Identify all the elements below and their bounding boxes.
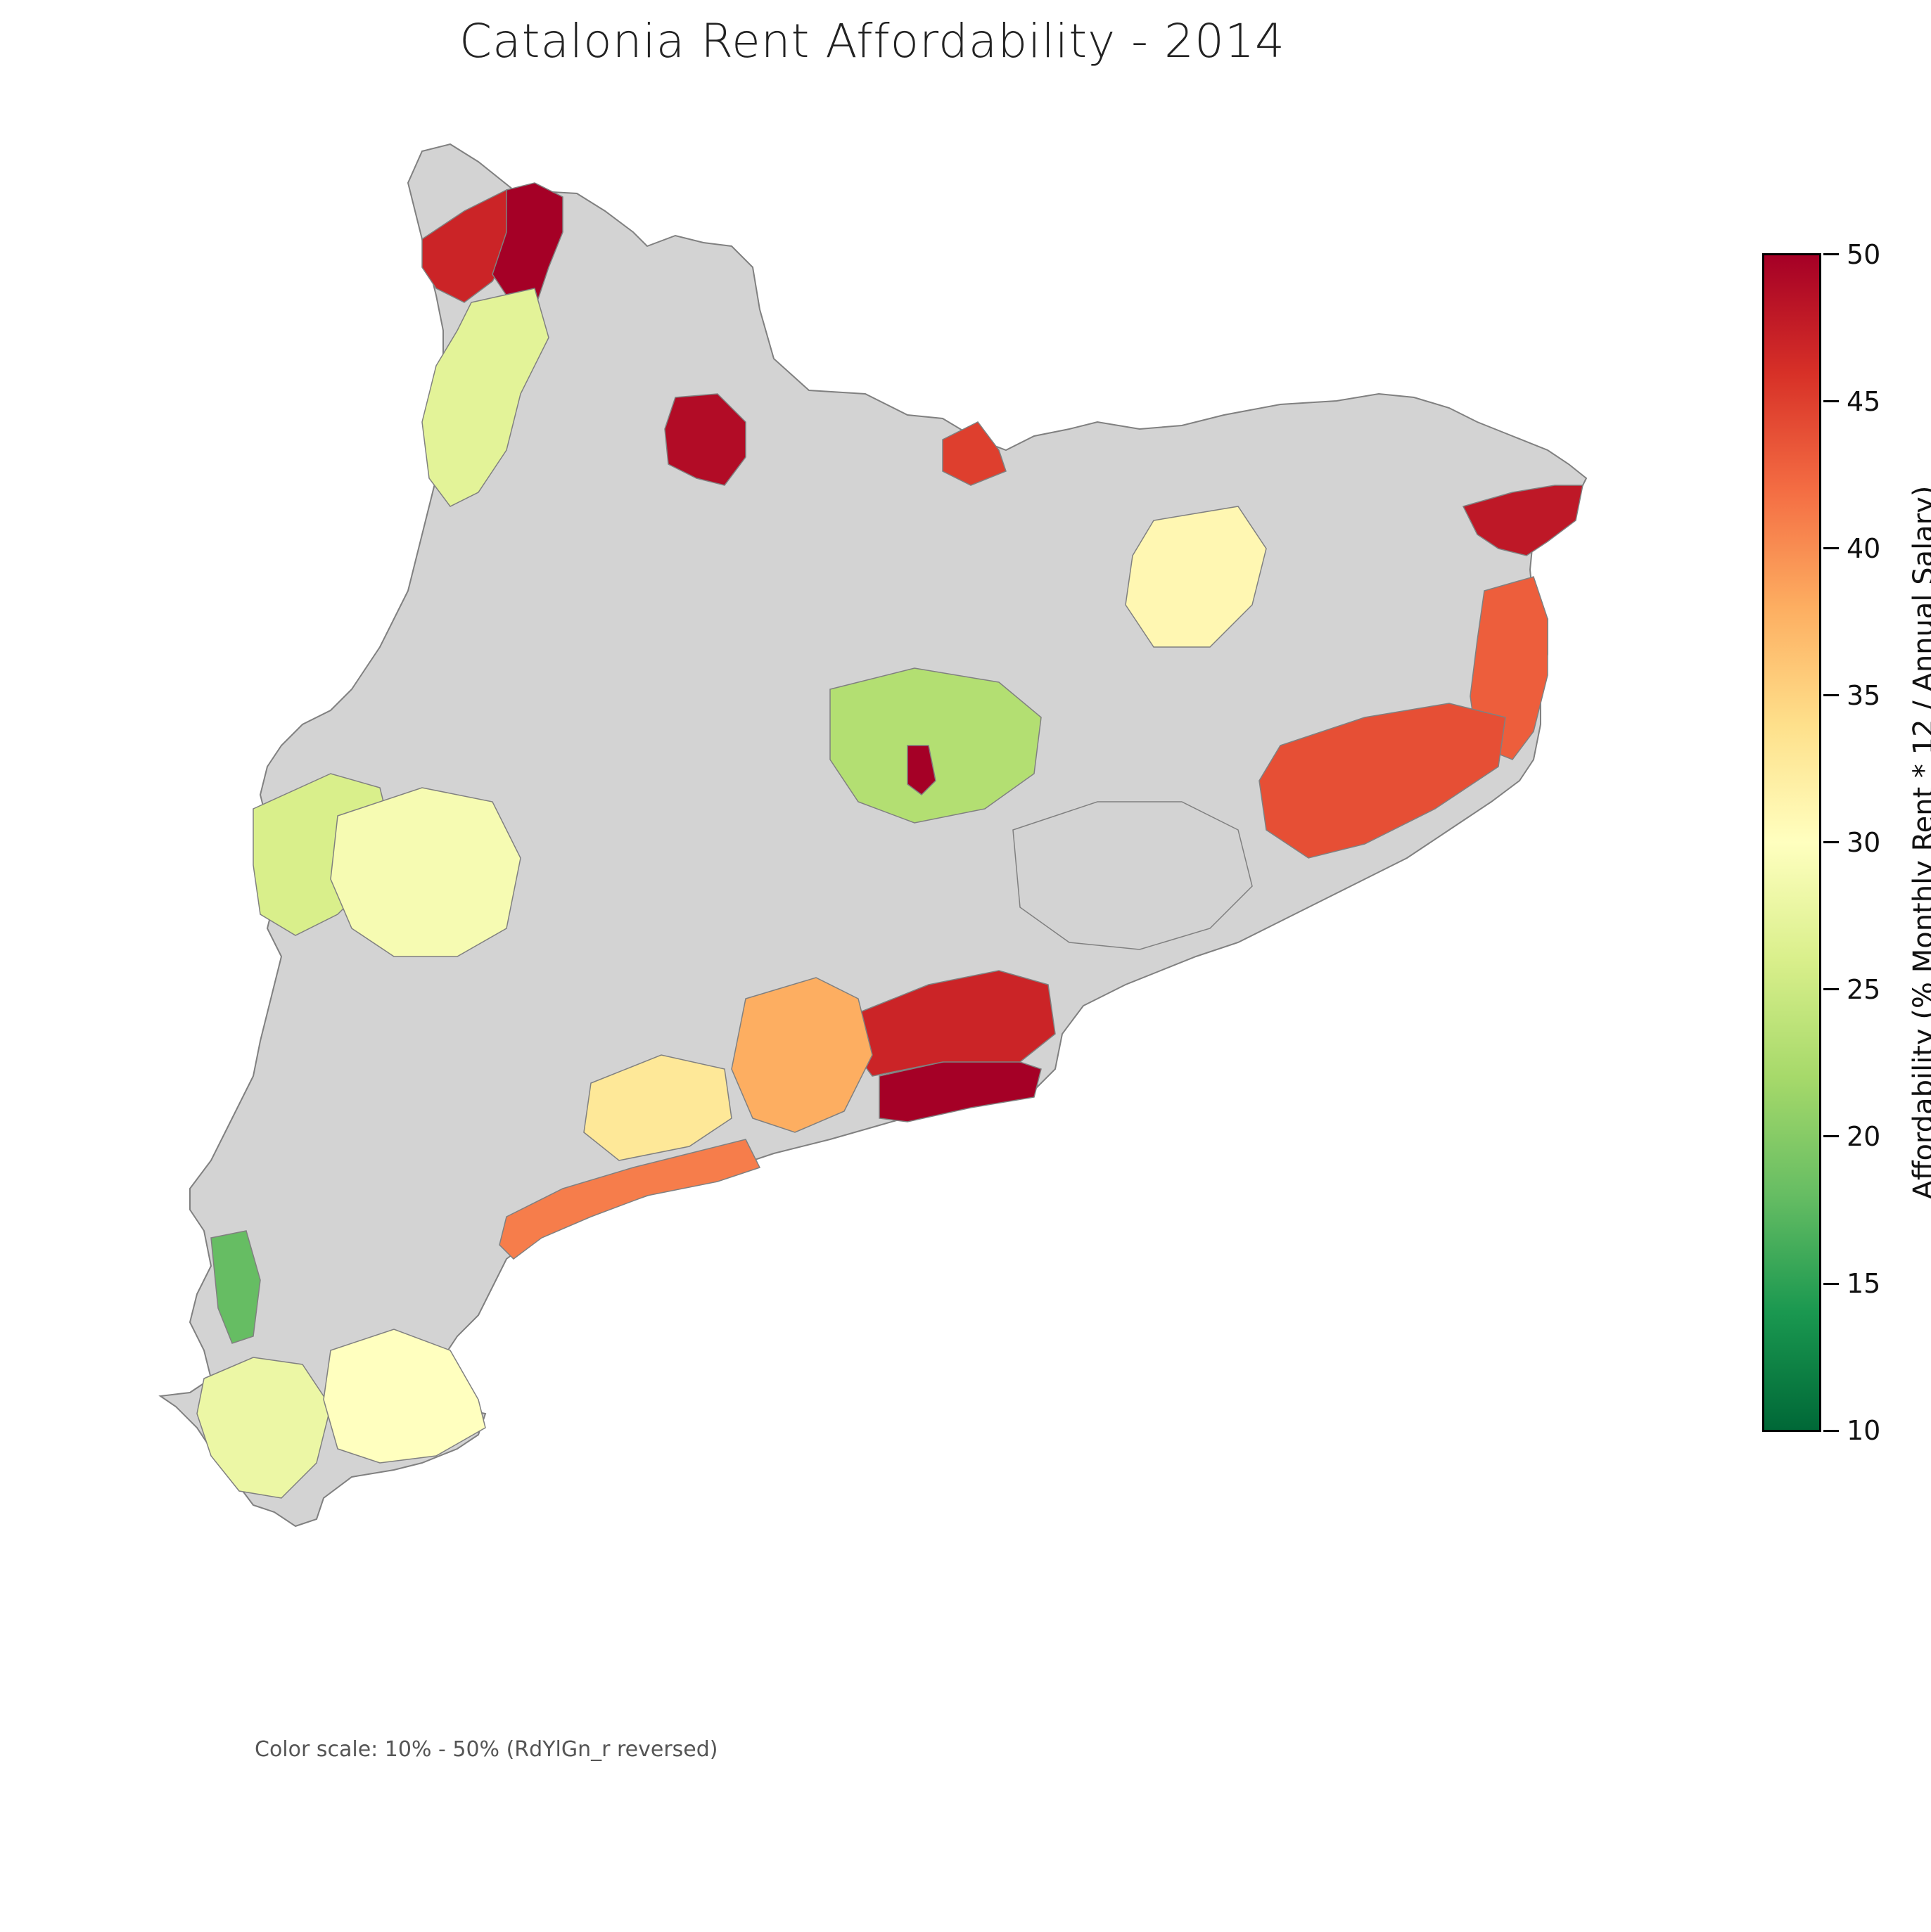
region-central[interactable] — [829, 667, 1042, 824]
colorbar-tick-label: 30 — [1847, 827, 1881, 858]
caption: Color scale: 10% - 50% (RdYlGn_r reverse… — [255, 1737, 718, 1762]
colorbar-tick-label: 35 — [1847, 680, 1881, 711]
region-ebro-south[interactable] — [196, 1357, 331, 1499]
region-terra-alta[interactable] — [210, 1230, 261, 1344]
colorbar-tick-label: 10 — [1847, 1415, 1881, 1446]
region-ebro-delta[interactable] — [323, 1329, 486, 1464]
region-girona-north[interactable] — [1462, 485, 1583, 556]
region-maresme[interactable] — [1258, 703, 1506, 859]
region-girona-interior[interactable] — [1125, 506, 1267, 648]
colorbar-tick — [1823, 988, 1839, 990]
colorbar-tick-label: 40 — [1847, 533, 1881, 564]
colorbar — [1762, 253, 1821, 1432]
colorbar-tick-label: 45 — [1847, 386, 1881, 417]
colorbar-tick — [1823, 841, 1839, 843]
region-north-west-top[interactable] — [492, 182, 563, 311]
colorbar-tick — [1823, 547, 1839, 549]
region-lleida-area[interactable] — [330, 787, 521, 957]
region-valles[interactable] — [1012, 801, 1253, 950]
colorbar-tick — [1823, 1430, 1839, 1432]
region-pyrenees-east[interactable] — [942, 421, 1007, 486]
catalonia-map — [158, 143, 1588, 1528]
region-pyrenees-west[interactable] — [421, 288, 549, 507]
region-tarragona-coast[interactable] — [499, 1139, 761, 1260]
colorbar-tick-label: 15 — [1847, 1268, 1881, 1299]
colorbar-tick — [1823, 1135, 1839, 1137]
colorbar-tick — [1823, 694, 1839, 696]
region-penedes[interactable] — [731, 977, 873, 1133]
region-tarragona-interior[interactable] — [583, 1054, 732, 1161]
colorbar-tick — [1823, 1283, 1839, 1285]
colorbar-tick-label: 50 — [1847, 239, 1881, 270]
map-title: Catalonia Rent Affordability - 2014 — [459, 14, 1285, 68]
colorbar-tick-label: 25 — [1847, 974, 1881, 1005]
colorbar-label: Affordability (% Monthly Rent * 12 / Ann… — [1908, 485, 1931, 1200]
region-pyrenees-center[interactable] — [664, 393, 746, 486]
colorbar-tick — [1823, 253, 1839, 255]
colorbar-tick — [1823, 400, 1839, 402]
region-central-hot[interactable] — [907, 745, 936, 795]
colorbar-tick-label: 20 — [1847, 1121, 1881, 1152]
choropleth-regions — [196, 182, 1583, 1499]
